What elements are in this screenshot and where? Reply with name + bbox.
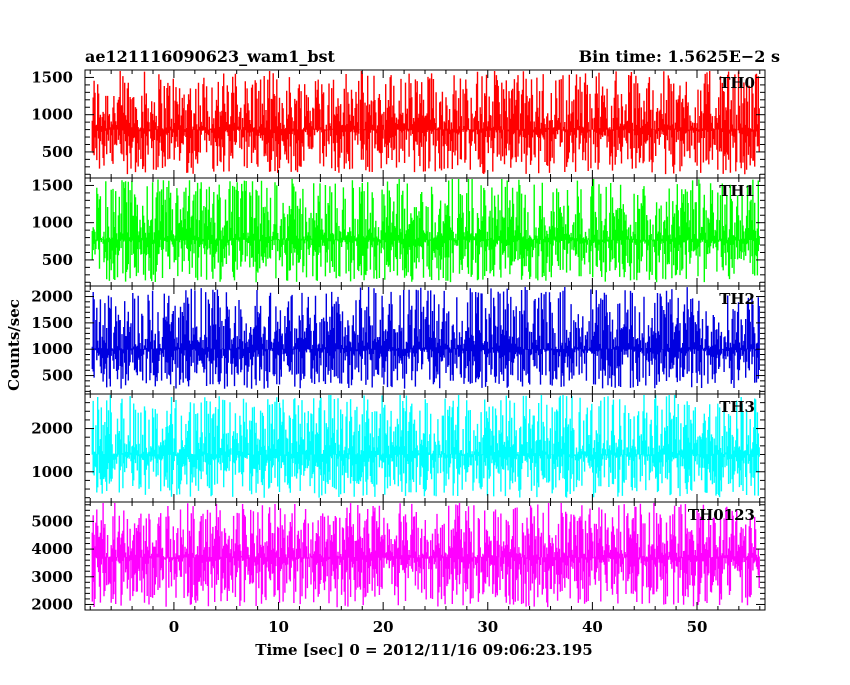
y-tick-label: 4000 [31, 540, 73, 558]
x-tick-label: 40 [582, 618, 603, 636]
panel-label-th0123: TH0123 [688, 506, 755, 524]
y-tick-label: 2000 [31, 288, 73, 306]
x-tick-label: 10 [268, 618, 289, 636]
y-tick-label: 1000 [31, 340, 73, 358]
y-tick-label: 500 [42, 251, 73, 269]
y-tick-label: 500 [42, 367, 73, 385]
x-tick-label: 50 [687, 618, 708, 636]
x-tick-label: 0 [169, 618, 179, 636]
panel-label-th2: TH2 [719, 290, 755, 308]
panel-th1: 500 1000 1500 TH1 [31, 176, 766, 287]
panel-th0123: 2000 3000 4000 5000 TH0123 [31, 501, 766, 613]
y-tick-label: 1000 [31, 214, 73, 232]
x-tick-label: 20 [373, 618, 394, 636]
series-th0123 [91, 503, 760, 608]
series-th1 [91, 179, 760, 283]
panel-th2: 500 1000 1500 2000 TH2 [31, 285, 766, 395]
y-tick-label: 1500 [31, 314, 73, 332]
y-tick-label: 3000 [31, 568, 73, 586]
series-th3 [91, 395, 760, 498]
chart-title: ae121116090623_wam1_bst [85, 47, 336, 66]
panel-label-th1: TH1 [719, 182, 755, 200]
y-tick-label: 1500 [31, 68, 73, 86]
series-th0 [91, 71, 760, 175]
y-tick-label: 2000 [31, 420, 73, 438]
x-axis-label: Time [sec] 0 = 2012/11/16 09:06:23.195 [255, 641, 592, 659]
panel-th0: 500 1000 1500 TH0 [31, 68, 766, 179]
panel-th3: 1000 2000 TH3 [31, 393, 766, 503]
x-tick-label: 30 [477, 618, 498, 636]
y-tick-label: 2000 [31, 595, 73, 613]
panel-label-th3: TH3 [719, 398, 755, 416]
y-tick-label: 500 [42, 143, 73, 161]
series-th2 [91, 287, 760, 389]
bin-time-label: Bin time: 1.5625E−2 s [579, 47, 780, 66]
panel-label-th0: TH0 [719, 74, 755, 92]
y-tick-label: 1500 [31, 176, 73, 194]
y-axis-label: Counts/sec [5, 299, 23, 391]
y-tick-label: 1000 [31, 463, 73, 481]
y-tick-label: 5000 [31, 512, 73, 530]
y-tick-label: 1000 [31, 106, 73, 124]
